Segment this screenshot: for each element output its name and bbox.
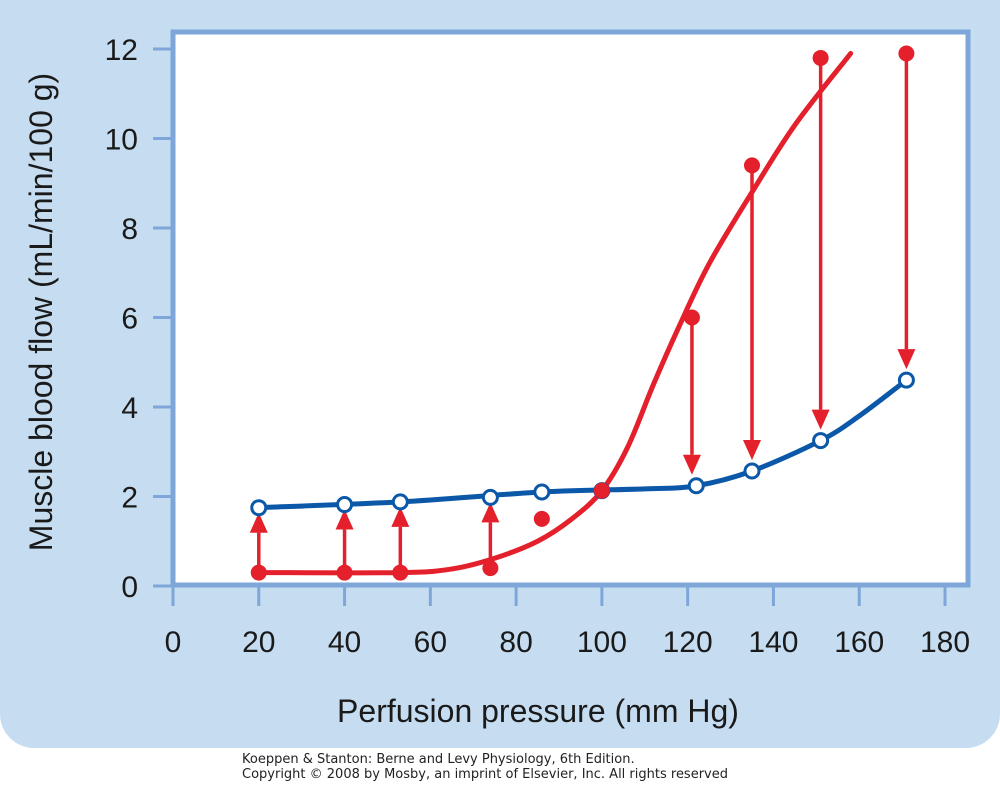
x-tick-label: 0 <box>165 626 182 659</box>
blue-open-point <box>687 477 705 495</box>
red-filled-point <box>593 482 610 499</box>
blue-open-point <box>481 488 499 506</box>
arrow-head <box>249 512 268 533</box>
y-tick-label: 10 <box>105 124 138 157</box>
copyright-credit: Koeppen & Stanton: Berne and Levy Physio… <box>242 752 728 782</box>
blue-open-point <box>897 371 915 389</box>
red-filled-point <box>392 564 409 581</box>
blue-open-point <box>533 483 551 501</box>
red-filled-point <box>533 510 550 527</box>
x-tick-label: 160 <box>834 626 884 659</box>
red-filled-point <box>336 564 353 581</box>
blue-open-point <box>336 496 354 514</box>
blue-open-point <box>391 493 409 511</box>
x-axis-title: Perfusion pressure (mm Hg) <box>337 693 739 729</box>
red-filled-point <box>744 157 760 174</box>
y-tick-label: 0 <box>121 571 138 604</box>
credit-line-2: Copyright © 2008 by Mosby, an imprint of… <box>242 767 728 782</box>
arrow-head <box>481 502 500 523</box>
blue-open-point <box>812 432 830 450</box>
red-filled-point <box>250 564 267 581</box>
x-tick-label: 20 <box>242 626 275 659</box>
x-tick-label: 100 <box>577 626 627 659</box>
x-tick-label: 40 <box>328 626 361 659</box>
x-tick-label: 120 <box>663 626 713 659</box>
y-axis-title: Muscle blood flow (mL/min/100 g) <box>23 73 59 551</box>
y-tick-label: 8 <box>121 213 138 246</box>
x-tick-label: 60 <box>414 626 447 659</box>
red-filled-point <box>683 309 700 326</box>
data-points <box>250 45 915 581</box>
y-tick-label: 4 <box>121 392 138 425</box>
arrow-head <box>682 454 701 475</box>
x-axis-ticks: 0 20 40 60 80 100 120 140 160 180 <box>165 587 970 659</box>
arrow-head <box>743 439 761 460</box>
blood-flow-chart: 0 20 40 60 80 100 120 140 160 180 0 2 4 6 8 10 12 Perfu… <box>23 29 971 729</box>
x-tick-label: 180 <box>920 626 970 659</box>
red-filled-point <box>812 49 829 66</box>
arrow-head <box>811 409 830 430</box>
red-filled-point <box>482 560 499 577</box>
x-tick-label: 80 <box>499 626 532 659</box>
y-tick-label: 12 <box>105 34 138 67</box>
blue-open-point <box>250 499 268 517</box>
red-filled-point <box>898 45 915 62</box>
response-arrows <box>249 53 916 573</box>
arrow-head <box>335 509 354 530</box>
credit-line-1: Koeppen & Stanton: Berne and Levy Physio… <box>242 752 635 767</box>
arrow-head <box>391 506 410 527</box>
y-tick-label: 6 <box>121 303 138 336</box>
y-tick-label: 2 <box>121 482 138 515</box>
y-axis-ticks: 0 2 4 6 8 10 12 <box>105 34 171 604</box>
blue-open-point <box>743 462 761 480</box>
arrow-head <box>897 349 916 370</box>
plot-area <box>170 29 971 588</box>
x-tick-label: 140 <box>748 626 798 659</box>
